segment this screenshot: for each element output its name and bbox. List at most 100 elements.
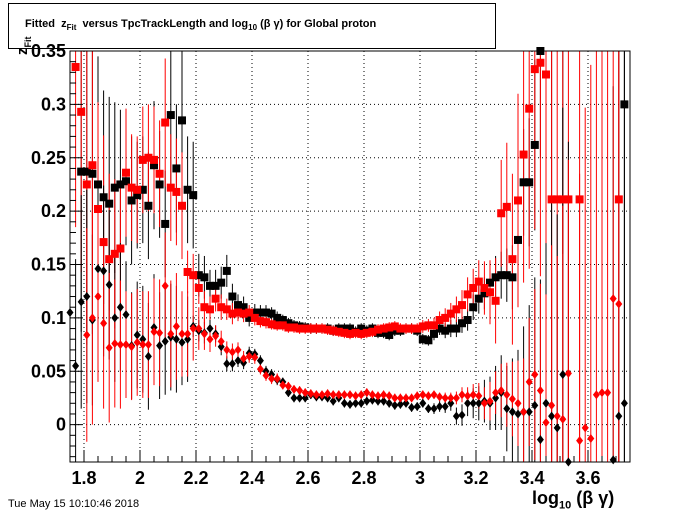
data-point-diamond [564, 368, 572, 378]
data-point-square [508, 255, 517, 264]
data-point-square [480, 283, 489, 292]
data-point-diamond [279, 380, 287, 390]
data-point-diamond [240, 353, 248, 363]
data-point-square [178, 201, 186, 210]
data-point-diamond [458, 390, 466, 400]
data-point-diamond [469, 390, 477, 400]
timestamp-footer: Tue May 15 10:10:46 2018 [8, 498, 140, 510]
data-point-square [385, 330, 394, 339]
data-point-square [222, 305, 231, 314]
data-point-square [211, 294, 220, 303]
data-point-diamond [531, 369, 539, 379]
data-point-square [435, 316, 444, 325]
data-point-diamond [195, 324, 203, 334]
data-point-square [514, 196, 522, 205]
data-point-diamond [178, 337, 186, 347]
data-point-square [407, 324, 416, 333]
data-point-diamond [514, 398, 522, 408]
data-point-diamond [251, 352, 259, 362]
data-point-diamond [156, 328, 164, 338]
data-point-square [418, 322, 427, 331]
data-point-diamond [83, 292, 91, 302]
data-point-square [133, 191, 142, 200]
data-point-diamond [525, 377, 533, 387]
data-point-diamond [324, 389, 332, 399]
data-point-diamond [396, 393, 404, 403]
title-z-sub: Fit [66, 23, 77, 33]
data-point-square [346, 329, 354, 338]
data-point-square [278, 321, 287, 330]
data-point-diamond [581, 423, 589, 433]
data-point-diamond [553, 423, 561, 433]
data-point-diamond [380, 396, 388, 406]
data-point-square [553, 195, 562, 204]
data-point-square [166, 183, 175, 192]
data-point-diamond [94, 264, 102, 274]
data-point-diamond [363, 388, 371, 398]
x-tick-label: 3 [415, 468, 425, 488]
data-point-diamond [268, 374, 276, 384]
data-point-diamond [548, 400, 556, 410]
title-box: Fitted zFit versus TpcTrackLength and lo… [8, 3, 496, 49]
data-point-diamond [206, 334, 214, 344]
data-point-square [441, 326, 450, 335]
data-point-square [284, 323, 293, 332]
data-point-diamond [228, 347, 236, 357]
title-log-sub: 10 [248, 23, 258, 33]
data-point-diamond [161, 336, 169, 346]
data-point-square [161, 118, 170, 127]
data-point-square [250, 308, 259, 317]
data-point-square [194, 271, 203, 280]
data-point-diamond [559, 414, 567, 424]
data-point-square [228, 292, 237, 301]
data-point-square [334, 327, 343, 336]
data-point-square [245, 313, 254, 322]
data-point-square [491, 273, 500, 282]
data-point-diamond [413, 401, 421, 411]
y-axis-label: zFit [14, 37, 33, 56]
data-point-diamond [156, 341, 164, 351]
data-point-diamond [380, 390, 388, 400]
data-point-diamond [307, 389, 315, 399]
data-point-square [189, 191, 198, 200]
data-point-diamond [475, 398, 483, 408]
data-point-diamond [452, 411, 460, 421]
data-point-square [435, 324, 444, 333]
data-point-square [525, 178, 534, 187]
data-point-square [508, 273, 517, 282]
data-point-diamond [503, 404, 511, 414]
data-point-diamond [604, 388, 612, 398]
data-point-square [245, 308, 254, 317]
data-point-diamond [301, 388, 309, 398]
data-point-square [105, 199, 114, 208]
data-point-diamond [290, 384, 298, 394]
data-point-square [374, 325, 382, 334]
data-point-diamond [492, 388, 500, 398]
data-point-diamond [542, 398, 550, 408]
data-point-diamond [553, 411, 561, 421]
data-point-diamond [184, 334, 192, 344]
y-tick-label: 0.35 [31, 41, 66, 61]
x-tick-label: 2 [135, 468, 145, 488]
data-point-diamond [228, 359, 236, 369]
data-point-diamond [430, 390, 438, 400]
data-point-square [502, 271, 511, 280]
data-point-diamond [284, 381, 292, 391]
data-point-square [346, 324, 354, 333]
data-point-square [110, 183, 119, 192]
y-axis-label-sub: Fit [23, 36, 33, 48]
data-point-square [71, 63, 80, 72]
data-point-diamond [475, 391, 483, 401]
data-point-square [172, 164, 181, 173]
data-point-diamond [480, 398, 488, 408]
data-point-diamond [273, 374, 281, 384]
data-point-square [452, 324, 461, 333]
data-point-square [413, 324, 422, 333]
data-point-square [357, 324, 366, 333]
data-point-diamond [536, 385, 544, 395]
data-point-diamond [592, 390, 600, 400]
data-point-diamond [620, 398, 628, 408]
data-point-square [306, 324, 315, 333]
y-tick-label: 0.3 [41, 94, 66, 114]
data-point-square [564, 195, 573, 204]
